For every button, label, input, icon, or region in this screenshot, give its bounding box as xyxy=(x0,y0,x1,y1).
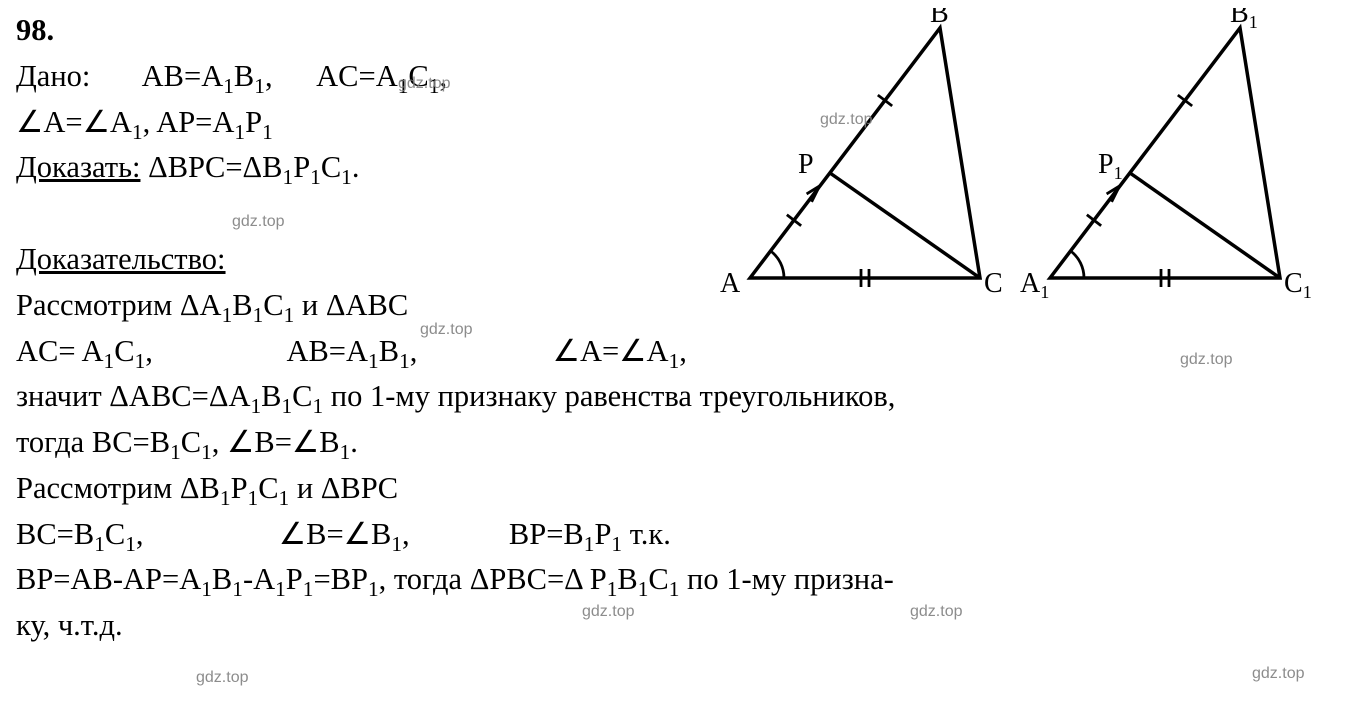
watermark: gdz.top xyxy=(582,600,634,624)
proof-label: Доказательство: xyxy=(16,242,226,276)
proof-angle-b: ∠B=∠B1, xyxy=(279,517,410,551)
watermark: gdz.top xyxy=(398,72,450,96)
watermark: gdz.top xyxy=(820,108,872,132)
given-eq1: AB=A1B1, xyxy=(142,59,273,93)
watermark: gdz.top xyxy=(1180,348,1232,372)
proof-line3: значит ΔABC=ΔA1B1C1 по 1-му признаку рав… xyxy=(16,379,895,413)
proof-ac: AC= A1C1, xyxy=(16,334,153,368)
svg-text:B1: B1 xyxy=(1230,8,1258,32)
svg-text:P: P xyxy=(798,149,814,180)
svg-text:C: C xyxy=(984,268,1003,298)
watermark: gdz.top xyxy=(1252,662,1304,686)
watermark: gdz.top xyxy=(196,666,248,690)
svg-text:P1: P1 xyxy=(1098,149,1123,183)
svg-text:C1: C1 xyxy=(1284,268,1312,298)
prove-label: Доказать: xyxy=(16,150,140,184)
proof-line7: BP=AB-AP=A1B1-A1P1=BP1, тогда ΔPBC=Δ P1B… xyxy=(16,562,894,596)
svg-text:B: B xyxy=(930,8,949,29)
watermark: gdz.top xyxy=(910,600,962,624)
proof-bp: BP=B1P1 т.к. xyxy=(509,517,671,551)
proof-line-consider1: Рассмотрим ΔA1B1C1 и ΔABC xyxy=(16,288,408,322)
problem-number: 98. xyxy=(16,13,54,47)
svg-text:A: A xyxy=(720,268,741,298)
angle-eq: ∠A=∠A1, AP=A1P1 xyxy=(16,105,273,139)
proof-line4: тогда BC=B1C1, ∠B=∠B1. xyxy=(16,425,358,459)
given-label: Дано: xyxy=(16,59,90,93)
proof-bc: BC=B1C1, xyxy=(16,517,144,551)
proof-angle: ∠A=∠A1, xyxy=(553,334,687,368)
proof-line5: Рассмотрим ΔB1P1C1 и ΔBPC xyxy=(16,471,398,505)
proof-line8: ку, ч.т.д. xyxy=(16,608,123,642)
svg-text:A1: A1 xyxy=(1020,268,1049,298)
watermark: gdz.top xyxy=(232,210,284,234)
watermark: gdz.top xyxy=(420,318,472,342)
prove-body: ΔBPC=ΔB1P1C1. xyxy=(148,150,359,184)
proof-ab: AB=A1B1, xyxy=(286,334,417,368)
triangle-figure: A B C P A1 B1 C1 P1 xyxy=(710,8,1330,298)
